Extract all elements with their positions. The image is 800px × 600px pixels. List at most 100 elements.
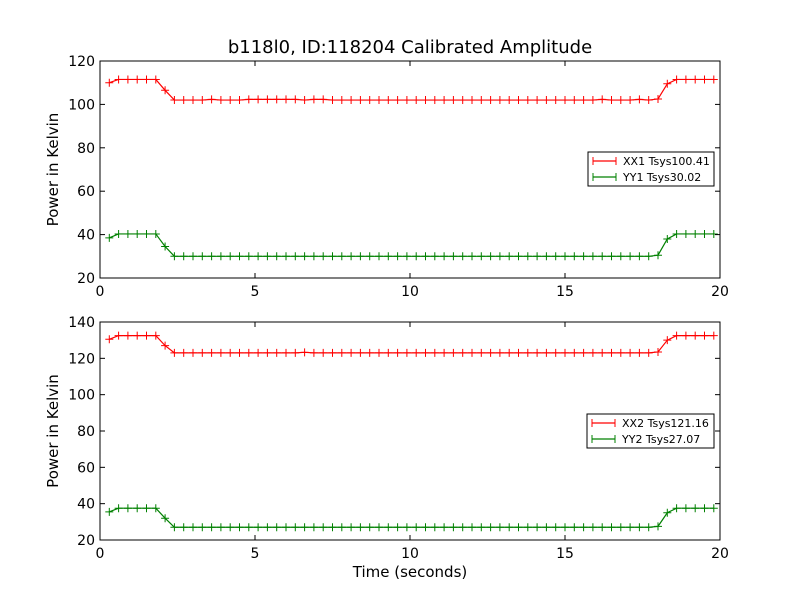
data-point	[709, 504, 718, 513]
data-point	[561, 523, 569, 532]
data-point	[300, 96, 309, 105]
x-tick-label: 5	[251, 546, 260, 562]
data-point	[272, 252, 281, 261]
data-point	[300, 523, 309, 532]
data-point	[654, 94, 662, 103]
data-point	[495, 252, 504, 261]
series-1	[105, 331, 718, 357]
data-point	[114, 331, 123, 340]
legend-marker	[592, 173, 617, 181]
data-point	[626, 96, 635, 105]
data-point	[347, 96, 356, 105]
data-point	[207, 252, 216, 261]
y-tick-label: 120	[68, 351, 95, 367]
data-point	[579, 252, 588, 261]
data-point	[151, 504, 160, 513]
data-point	[161, 86, 170, 95]
data-point	[123, 75, 132, 84]
x-tick-label: 10	[401, 546, 419, 562]
data-point	[672, 229, 681, 238]
data-point	[579, 523, 588, 532]
data-point	[189, 252, 197, 261]
data-point	[486, 523, 495, 532]
data-point	[365, 348, 374, 357]
data-point	[207, 95, 216, 104]
data-point	[588, 523, 597, 532]
top-panel: 0 5 10 15 20 20 40 60 80 100 120 Power in Kelvin XX1…	[44, 54, 729, 300]
data-point	[709, 229, 718, 238]
legend: XX1 Tsys100.41 YY1 Tsys30.02	[587, 151, 715, 187]
data-point	[105, 233, 114, 242]
data-point	[235, 252, 244, 261]
data-point	[635, 348, 644, 357]
data-point	[514, 252, 523, 261]
data-point	[681, 331, 690, 340]
data-point	[337, 252, 346, 261]
data-point	[402, 252, 411, 261]
data-point	[505, 523, 514, 532]
data-point	[319, 523, 328, 532]
data-point	[328, 523, 337, 532]
y-axis-label: Power in Kelvin	[44, 113, 62, 227]
data-point	[272, 348, 281, 357]
data-point	[430, 523, 439, 532]
data-point	[244, 252, 253, 261]
data-point	[393, 252, 402, 261]
data-point	[561, 348, 569, 357]
data-point	[282, 95, 290, 104]
data-point	[105, 507, 114, 516]
data-point	[626, 348, 635, 357]
data-point	[375, 252, 383, 261]
bottom-panel: 0 5 10 15 20 20 40 60 80 100 120 140 Power in Kelvin…	[44, 315, 729, 581]
data-point	[458, 523, 467, 532]
data-point	[384, 523, 393, 532]
data-point	[421, 523, 430, 532]
data-point	[402, 96, 411, 105]
data-point	[644, 252, 653, 261]
data-point	[523, 348, 532, 357]
data-point	[514, 523, 523, 532]
data-point	[626, 523, 635, 532]
data-point	[607, 252, 616, 261]
y-tick-label: 120	[68, 54, 95, 70]
y-tick-label: 40	[77, 228, 95, 244]
data-point	[449, 348, 458, 357]
data-point	[291, 95, 300, 104]
data-point	[709, 331, 718, 340]
legend-marker	[591, 435, 616, 443]
data-point	[468, 252, 476, 261]
data-point	[663, 508, 672, 517]
x-tick-label: 15	[556, 284, 574, 300]
data-point	[579, 348, 588, 357]
data-point	[356, 252, 365, 261]
y-tick-label: 20	[77, 533, 95, 549]
legend-entry: YY2 Tsys27.07	[621, 433, 700, 446]
data-point	[226, 252, 235, 261]
y-tick-label: 20	[77, 271, 95, 287]
data-point	[681, 229, 690, 238]
data-point	[207, 523, 216, 532]
data-point	[402, 348, 411, 357]
data-point	[654, 347, 662, 356]
data-point	[179, 252, 188, 261]
data-point	[356, 348, 365, 357]
data-point	[691, 504, 700, 513]
data-point	[114, 504, 123, 513]
data-point	[672, 331, 681, 340]
data-point	[347, 252, 356, 261]
data-point	[588, 348, 597, 357]
series-2	[105, 229, 718, 261]
data-point	[561, 96, 569, 105]
data-point	[468, 348, 476, 357]
data-point	[375, 523, 383, 532]
data-point	[207, 348, 216, 357]
data-point	[691, 229, 700, 238]
data-point	[654, 251, 662, 260]
data-point	[133, 504, 142, 513]
data-point	[449, 96, 458, 105]
data-point	[226, 523, 235, 532]
data-point	[161, 514, 170, 523]
data-point	[440, 523, 449, 532]
data-point	[486, 348, 495, 357]
data-point	[133, 229, 142, 238]
